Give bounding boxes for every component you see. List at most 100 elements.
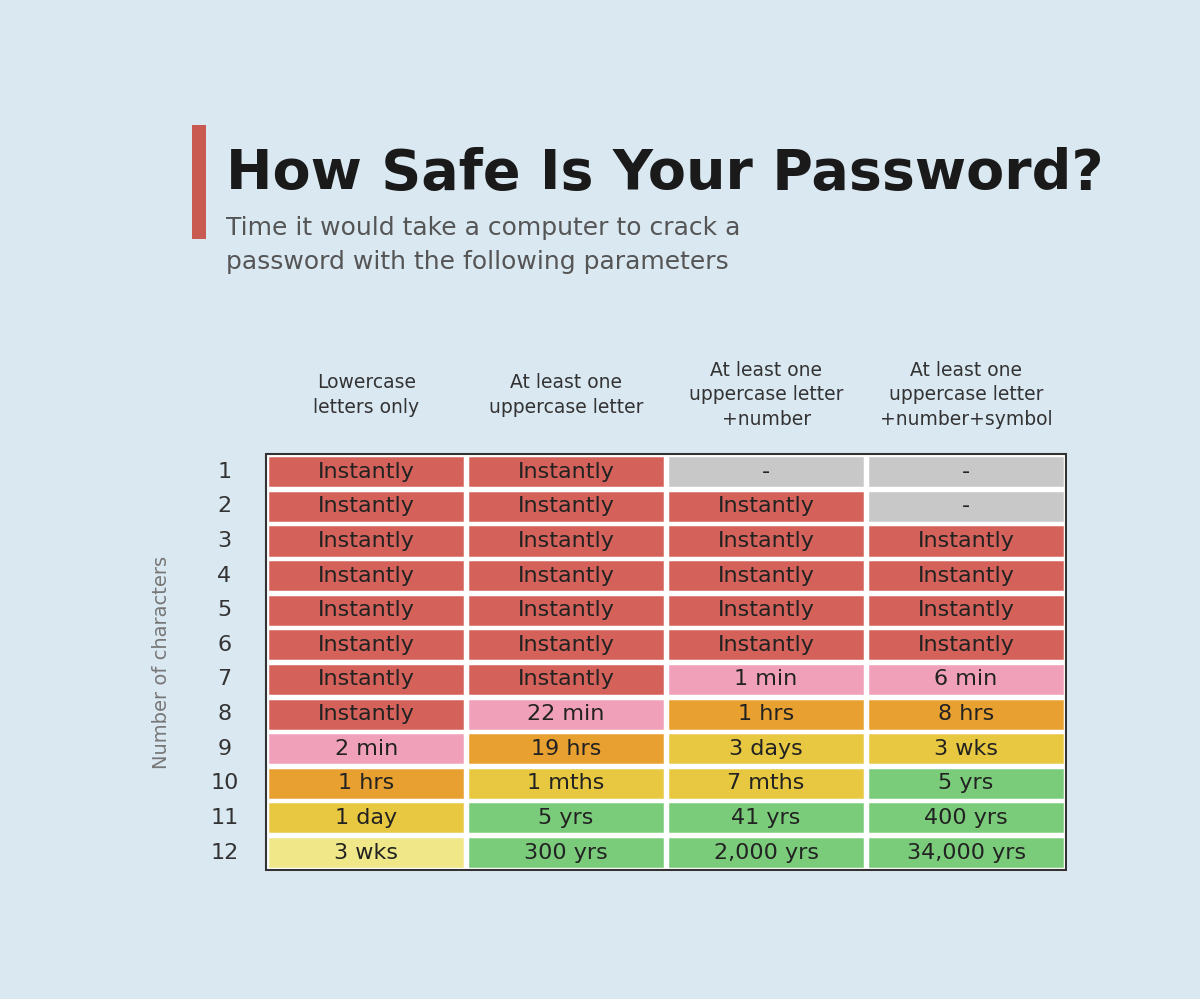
FancyBboxPatch shape xyxy=(467,663,665,696)
FancyBboxPatch shape xyxy=(868,767,1066,800)
Text: 5 yrs: 5 yrs xyxy=(938,773,994,793)
Text: Instantly: Instantly xyxy=(318,669,415,689)
Text: Instantly: Instantly xyxy=(918,635,1014,655)
FancyBboxPatch shape xyxy=(667,559,865,592)
Text: 1 mths: 1 mths xyxy=(528,773,605,793)
FancyBboxPatch shape xyxy=(667,697,865,730)
Text: 1 hrs: 1 hrs xyxy=(738,704,794,724)
Text: Instantly: Instantly xyxy=(718,565,815,585)
FancyBboxPatch shape xyxy=(868,836,1066,869)
Text: 6 min: 6 min xyxy=(935,669,997,689)
FancyBboxPatch shape xyxy=(868,456,1066,489)
FancyBboxPatch shape xyxy=(467,456,665,489)
Text: Instantly: Instantly xyxy=(918,565,1014,585)
Text: 7 mths: 7 mths xyxy=(727,773,805,793)
FancyBboxPatch shape xyxy=(667,767,865,800)
Text: Instantly: Instantly xyxy=(318,635,415,655)
FancyBboxPatch shape xyxy=(268,559,466,592)
Text: Instantly: Instantly xyxy=(517,669,614,689)
Text: At least one
uppercase letter
+number: At least one uppercase letter +number xyxy=(689,361,844,429)
FancyBboxPatch shape xyxy=(268,524,466,557)
Text: Instantly: Instantly xyxy=(718,600,815,620)
FancyBboxPatch shape xyxy=(667,732,865,765)
FancyBboxPatch shape xyxy=(667,490,865,522)
FancyBboxPatch shape xyxy=(868,593,1066,626)
Text: 8: 8 xyxy=(217,704,232,724)
Text: Instantly: Instantly xyxy=(318,600,415,620)
Text: 3: 3 xyxy=(217,531,232,551)
Text: How Safe Is Your Password?: How Safe Is Your Password? xyxy=(227,147,1104,201)
FancyBboxPatch shape xyxy=(467,836,665,869)
Text: 2: 2 xyxy=(217,497,232,516)
Text: 10: 10 xyxy=(210,773,239,793)
FancyBboxPatch shape xyxy=(192,125,206,239)
Text: Instantly: Instantly xyxy=(718,497,815,516)
FancyBboxPatch shape xyxy=(467,801,665,834)
Text: Instantly: Instantly xyxy=(517,635,614,655)
Text: Instantly: Instantly xyxy=(718,531,815,551)
FancyBboxPatch shape xyxy=(868,628,1066,661)
FancyBboxPatch shape xyxy=(868,663,1066,696)
Text: Instantly: Instantly xyxy=(918,531,1014,551)
FancyBboxPatch shape xyxy=(667,628,865,661)
Text: 11: 11 xyxy=(210,808,239,828)
Text: 5 yrs: 5 yrs xyxy=(539,808,594,828)
Text: 6: 6 xyxy=(217,635,232,655)
Text: 4: 4 xyxy=(217,565,232,585)
Text: Instantly: Instantly xyxy=(517,600,614,620)
FancyBboxPatch shape xyxy=(268,663,466,696)
Text: -: - xyxy=(962,497,970,516)
FancyBboxPatch shape xyxy=(868,490,1066,522)
Text: 8 hrs: 8 hrs xyxy=(938,704,994,724)
FancyBboxPatch shape xyxy=(868,559,1066,592)
Text: Instantly: Instantly xyxy=(517,565,614,585)
FancyBboxPatch shape xyxy=(467,697,665,730)
Text: 12: 12 xyxy=(210,842,239,862)
FancyBboxPatch shape xyxy=(467,732,665,765)
FancyBboxPatch shape xyxy=(868,801,1066,834)
FancyBboxPatch shape xyxy=(268,593,466,626)
Text: 3 days: 3 days xyxy=(730,738,803,758)
Text: 19 hrs: 19 hrs xyxy=(530,738,601,758)
FancyBboxPatch shape xyxy=(667,801,865,834)
Text: 1: 1 xyxy=(217,462,232,482)
Text: At least one
uppercase letter
+number+symbol: At least one uppercase letter +number+sy… xyxy=(880,361,1052,429)
Text: 2 min: 2 min xyxy=(335,738,398,758)
Text: Instantly: Instantly xyxy=(318,565,415,585)
FancyBboxPatch shape xyxy=(868,732,1066,765)
FancyBboxPatch shape xyxy=(268,456,466,489)
FancyBboxPatch shape xyxy=(467,767,665,800)
Text: 9: 9 xyxy=(217,738,232,758)
FancyBboxPatch shape xyxy=(667,593,865,626)
Text: Number of characters: Number of characters xyxy=(151,555,170,769)
Text: Lowercase
letters only: Lowercase letters only xyxy=(313,374,419,417)
Text: 7: 7 xyxy=(217,669,232,689)
Text: Instantly: Instantly xyxy=(318,497,415,516)
Text: Instantly: Instantly xyxy=(318,704,415,724)
FancyBboxPatch shape xyxy=(268,801,466,834)
Text: 34,000 yrs: 34,000 yrs xyxy=(906,842,1026,862)
FancyBboxPatch shape xyxy=(268,490,466,522)
Text: 300 yrs: 300 yrs xyxy=(524,842,608,862)
FancyBboxPatch shape xyxy=(467,524,665,557)
Text: At least one
uppercase letter: At least one uppercase letter xyxy=(488,374,643,417)
FancyBboxPatch shape xyxy=(268,767,466,800)
Text: 3 wks: 3 wks xyxy=(335,842,398,862)
Text: Instantly: Instantly xyxy=(517,462,614,482)
Text: -: - xyxy=(762,462,770,482)
FancyBboxPatch shape xyxy=(268,732,466,765)
Text: 400 yrs: 400 yrs xyxy=(924,808,1008,828)
Text: Instantly: Instantly xyxy=(918,600,1014,620)
FancyBboxPatch shape xyxy=(667,524,865,557)
FancyBboxPatch shape xyxy=(467,593,665,626)
FancyBboxPatch shape xyxy=(868,524,1066,557)
FancyBboxPatch shape xyxy=(667,456,865,489)
FancyBboxPatch shape xyxy=(667,663,865,696)
FancyBboxPatch shape xyxy=(467,559,665,592)
FancyBboxPatch shape xyxy=(467,628,665,661)
FancyBboxPatch shape xyxy=(268,836,466,869)
FancyBboxPatch shape xyxy=(667,836,865,869)
FancyBboxPatch shape xyxy=(868,697,1066,730)
Text: Instantly: Instantly xyxy=(318,462,415,482)
Text: 3 wks: 3 wks xyxy=(934,738,998,758)
